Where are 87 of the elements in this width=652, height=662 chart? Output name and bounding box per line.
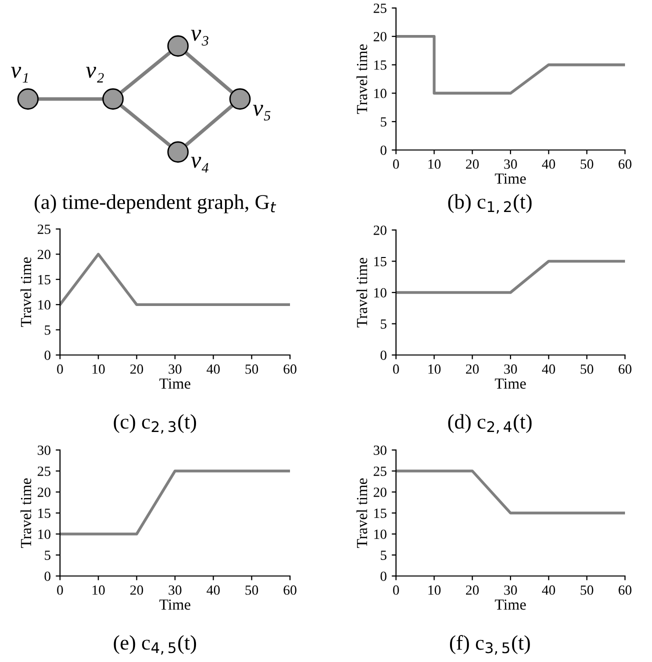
x-tick-label: 10 [92,364,105,374]
x-tick-label: 0 [393,364,399,374]
y-tick-label: 25 [374,466,386,476]
x-tick-label: 30 [504,585,517,595]
x-tick-label: 50 [246,364,258,374]
y-tick-label: 20 [374,226,386,235]
y-tick-label: 5 [44,550,50,560]
x-axis-title: Time [494,173,526,184]
x-tick-label: 10 [428,585,441,595]
x-tick-label: 0 [57,364,63,374]
text: (e) c$_{4,5}$(t) [114,635,196,655]
y-tick-label: 15 [374,256,386,266]
x-axis-title: Time [159,378,190,389]
y-tick-label: 10 [374,288,386,298]
y-tick-label: 10 [38,300,50,310]
y-tick-label: 15 [38,275,50,284]
text: (d) c$_{2,4}$(t) [448,414,532,434]
x-tick-label: 50 [580,159,594,169]
x-tick-label: 60 [618,364,632,374]
x-tick-label: 40 [542,585,556,595]
x-axis-title: Time [494,378,526,389]
text: v₄ [190,156,208,172]
x-tick-label: 0 [393,585,399,595]
text: (b) c$_{1,2}$(t) [448,194,532,214]
x-tick-label: 30 [168,585,182,595]
y-tick-label: 5 [44,326,50,335]
y-tick-label: 25 [38,466,50,476]
x-axis-title: Time [159,599,190,610]
y-tick-label: 15 [38,508,50,518]
text: v₅ [252,104,270,120]
x-tick-label: 20 [466,159,479,169]
x-tick-label: 30 [504,159,517,169]
x-tick-label: 40 [206,585,220,595]
x-tick-label: 20 [130,364,144,374]
x-tick-label: 20 [130,585,144,595]
x-tick-label: 20 [466,585,479,595]
y-tick-label: 20 [38,488,50,497]
y-tick-label: 5 [380,117,386,127]
y-tick-label: 0 [44,350,50,360]
x-tick-label: 40 [542,364,556,374]
text: v₂ [86,66,104,82]
y-axis-title: Travel time [20,257,32,327]
x-tick-label: 40 [542,159,556,169]
x-tick-label: 50 [580,364,594,374]
text: (f) c$_{3,5}$(t) [450,635,530,655]
x-tick-label: 60 [618,585,632,595]
y-tick-label: 30 [374,446,386,455]
x-tick-label: 40 [206,364,220,374]
y-tick-label: 10 [38,530,50,539]
y-axis-title: Travel time [356,258,368,328]
y-tick-label: 20 [374,488,386,497]
y-tick-label: 0 [380,350,386,360]
y-tick-label: 0 [380,146,386,155]
x-tick-label: 10 [428,159,441,169]
y-tick-label: 25 [374,4,386,13]
y-tick-label: 0 [44,572,50,581]
y-axis-title: Travel time [20,478,32,548]
x-tick-label: 20 [466,364,479,374]
x-tick-label: 0 [393,159,399,169]
y-tick-label: 20 [38,250,50,260]
text: (a) time-dependent graph, G$_{t}$ [34,194,276,214]
y-tick-label: 0 [380,572,386,581]
y-tick-label: 30 [38,446,50,455]
y-axis-title: Travel time [356,44,368,114]
text: v₃ [190,30,208,46]
x-tick-label: 30 [504,364,517,374]
x-tick-label: 10 [428,364,441,374]
x-tick-label: 50 [246,585,258,595]
y-tick-label: 15 [374,60,386,70]
x-tick-label: 0 [57,585,63,595]
y-tick-label: 5 [380,550,386,560]
y-tick-label: 15 [374,508,386,518]
y-tick-label: 5 [380,319,386,329]
y-tick-label: 10 [374,530,386,539]
x-tick-label: 10 [92,585,105,595]
x-tick-label: 50 [580,585,594,595]
y-tick-label: 25 [38,224,50,234]
text: v₁ [10,66,28,82]
x-tick-label: 60 [618,159,632,169]
y-tick-label: 20 [374,32,386,42]
x-tick-label: 60 [284,364,296,374]
text: (c) c$_{2,3}$(t) [114,414,196,434]
y-tick-label: 10 [374,88,386,98]
y-axis-title: Travel time [356,478,368,548]
x-tick-label: 30 [168,364,182,374]
x-tick-label: 60 [284,585,296,595]
x-axis-title: Time [494,599,526,610]
